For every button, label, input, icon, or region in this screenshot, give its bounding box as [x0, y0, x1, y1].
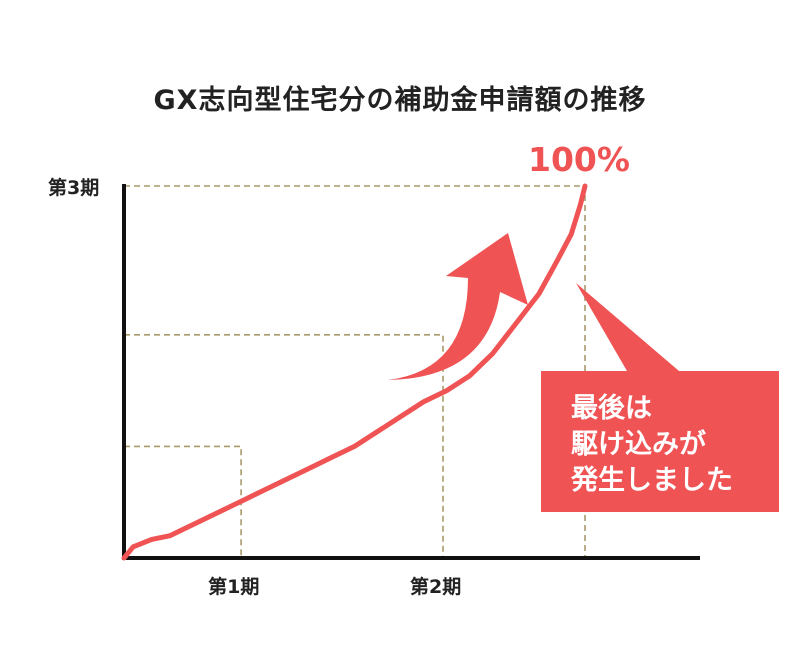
callout-line: 駆け込みが: [571, 429, 706, 460]
chart-title: GX志向型住宅分の補助金申請額の推移: [153, 85, 647, 116]
callout-box: 最後は 駆け込みが 発生しました: [541, 371, 779, 512]
x-tick-label: 第2期: [410, 576, 462, 598]
phase-guide-line: [124, 185, 586, 558]
phase-guides: [124, 185, 586, 558]
peak-label: 100%: [528, 140, 630, 179]
phase-guide-line: [124, 445, 242, 558]
callout-line: 発生しました: [571, 465, 733, 496]
phase-guide-line: [124, 334, 444, 558]
callout-line: 最後は: [571, 393, 652, 424]
callout-pointer: [576, 283, 679, 371]
x-tick-label: 第1期: [208, 576, 260, 598]
y-tick-label: 第3期: [48, 177, 100, 199]
series-line: [121, 183, 588, 561]
trend-arrow: [388, 233, 528, 380]
